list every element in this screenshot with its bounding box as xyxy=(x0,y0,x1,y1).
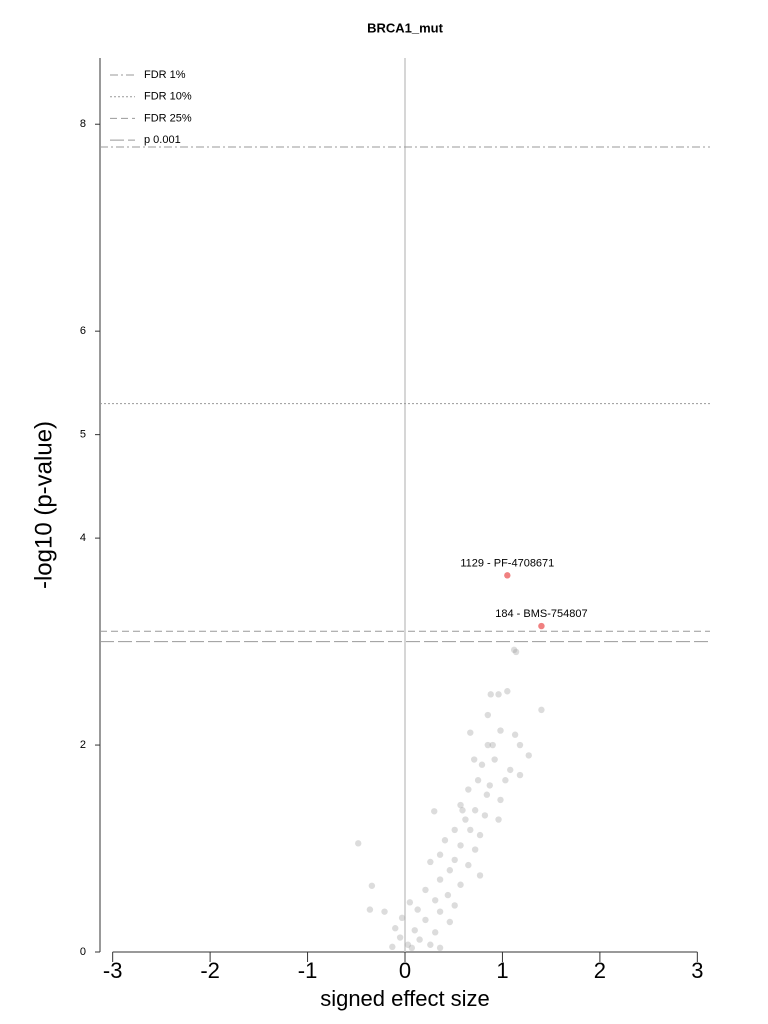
highlight-point xyxy=(538,622,545,630)
point xyxy=(538,706,545,714)
point xyxy=(497,796,504,804)
point xyxy=(422,916,429,924)
point xyxy=(411,927,418,934)
point xyxy=(432,897,439,904)
x-tick-label: 1 xyxy=(496,958,508,983)
y-tick-label: 6 xyxy=(80,325,86,337)
x-tick-label: 3 xyxy=(691,958,703,983)
y-tick-label: 0 xyxy=(80,946,86,958)
point xyxy=(497,727,504,734)
x-axis-label: signed effect size xyxy=(320,986,490,1011)
x-tick-label: 0 xyxy=(399,958,411,983)
point xyxy=(436,908,444,915)
point xyxy=(483,791,491,798)
point xyxy=(451,826,458,834)
point xyxy=(491,756,498,763)
point xyxy=(432,929,439,936)
point xyxy=(381,908,388,915)
point xyxy=(487,691,494,698)
point xyxy=(462,816,469,823)
point xyxy=(511,731,519,738)
point xyxy=(414,906,421,913)
x-tick-label: -2 xyxy=(200,958,220,983)
point xyxy=(471,807,479,814)
y-axis-label: -log10 (p-value) xyxy=(30,421,57,589)
point xyxy=(446,918,454,926)
point xyxy=(408,944,416,952)
point xyxy=(516,771,524,779)
point xyxy=(436,944,444,952)
point xyxy=(431,808,438,815)
point xyxy=(484,711,492,719)
point xyxy=(471,846,479,853)
point xyxy=(476,872,484,879)
x-tick-label: -1 xyxy=(298,958,318,983)
point xyxy=(512,648,520,656)
point-label: 1129 - PF-4708671 xyxy=(460,557,554,569)
legend-label: p 0.001 xyxy=(144,134,181,146)
point xyxy=(457,881,464,888)
point xyxy=(446,867,454,874)
y-tick-label: 5 xyxy=(80,429,86,441)
point xyxy=(486,782,493,789)
point xyxy=(459,807,466,814)
legend-label: FDR 1% xyxy=(144,69,186,81)
point-label: 184 - BMS-754807 xyxy=(495,608,587,620)
point xyxy=(389,943,396,951)
legend-label: FDR 10% xyxy=(144,91,192,103)
point xyxy=(422,886,429,894)
point xyxy=(484,741,492,749)
point xyxy=(467,729,474,736)
point xyxy=(465,786,472,793)
point xyxy=(451,902,458,909)
point xyxy=(396,934,404,941)
point xyxy=(436,851,444,858)
point xyxy=(404,941,412,948)
point xyxy=(495,691,502,698)
point xyxy=(427,858,434,866)
point xyxy=(457,842,464,849)
point xyxy=(489,741,496,749)
point xyxy=(470,756,478,763)
point xyxy=(368,882,376,889)
point xyxy=(457,801,464,809)
chart-title: BRCA1_mut xyxy=(367,20,444,35)
point xyxy=(495,816,502,823)
point xyxy=(481,812,489,819)
point xyxy=(516,741,524,749)
point xyxy=(465,861,472,869)
legend-label: FDR 25% xyxy=(144,112,192,124)
point xyxy=(467,826,474,834)
point xyxy=(416,936,423,943)
y-tick-label: 8 xyxy=(80,118,86,130)
point xyxy=(398,914,406,922)
x-tick-label: -3 xyxy=(103,958,123,983)
point xyxy=(436,876,444,883)
point xyxy=(392,925,399,932)
point xyxy=(525,752,532,759)
point xyxy=(474,777,482,784)
highlight-point xyxy=(504,572,511,579)
point xyxy=(406,899,414,906)
point xyxy=(451,856,458,864)
point xyxy=(504,688,511,695)
point xyxy=(507,766,514,774)
y-tick-label: 4 xyxy=(80,532,86,544)
point xyxy=(476,831,484,839)
point xyxy=(502,777,509,784)
point xyxy=(444,891,452,899)
point xyxy=(510,646,518,654)
point xyxy=(366,906,374,913)
point xyxy=(478,761,486,768)
x-tick-label: 2 xyxy=(594,958,606,983)
point xyxy=(427,941,434,948)
y-tick-label: 2 xyxy=(80,739,86,751)
point xyxy=(355,840,362,847)
point xyxy=(441,837,449,844)
